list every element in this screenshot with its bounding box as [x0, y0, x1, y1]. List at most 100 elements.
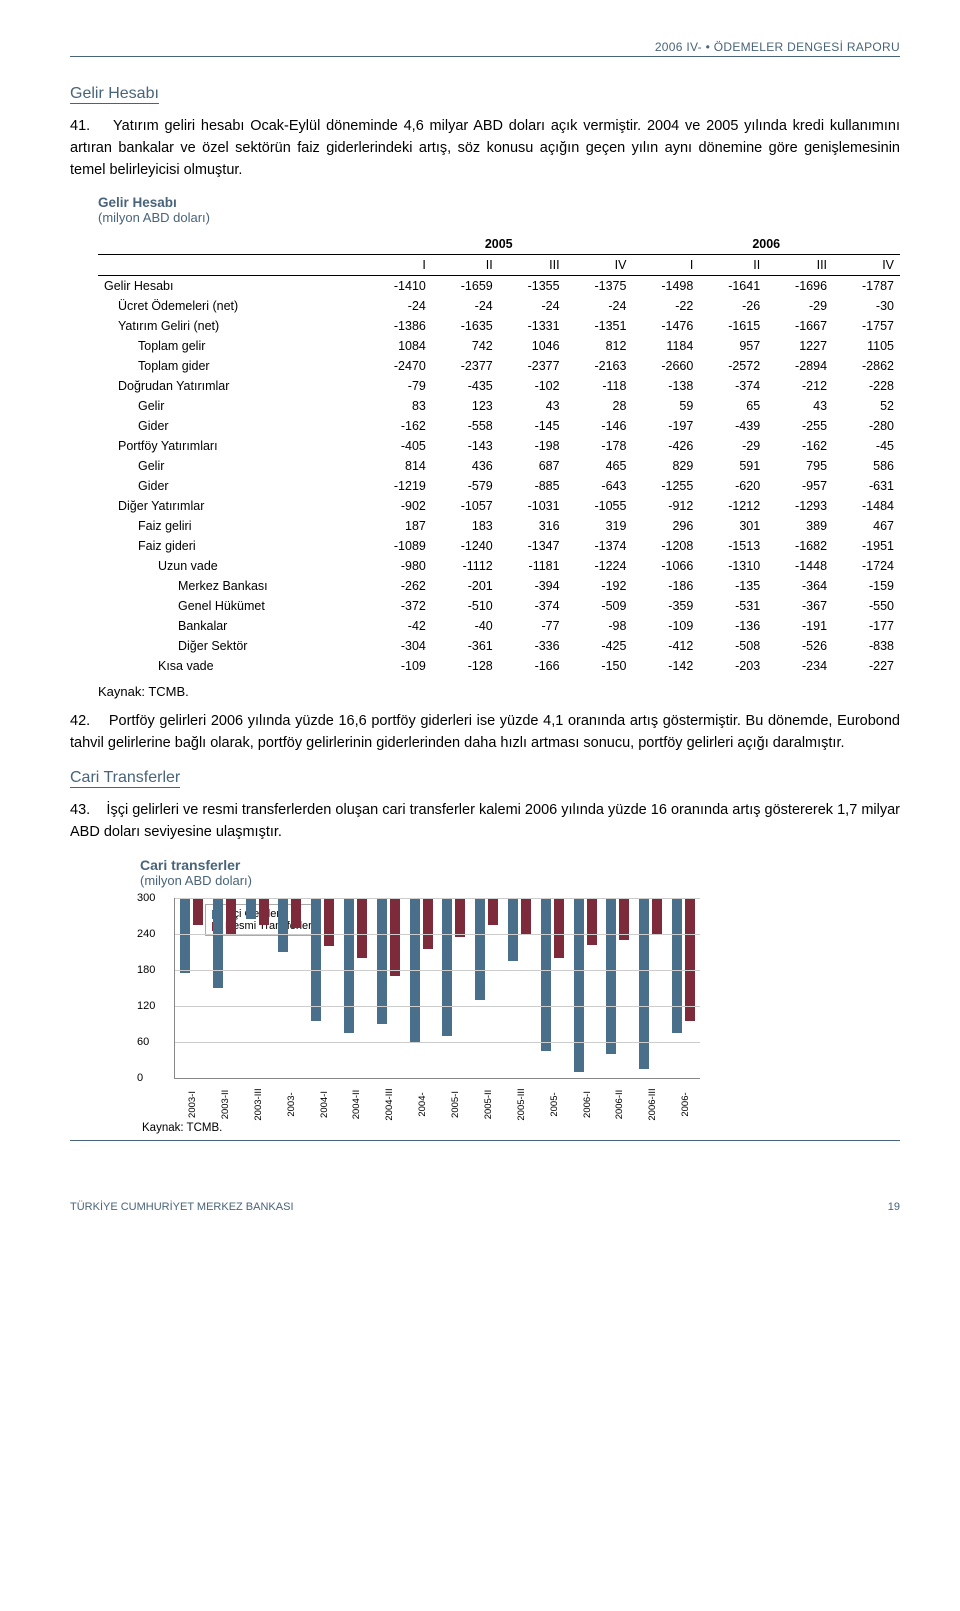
- bar-group: [602, 898, 635, 1078]
- header-rule: [70, 56, 900, 57]
- cell: -255: [766, 416, 833, 436]
- table-source: Kaynak: TCMB.: [98, 684, 900, 699]
- cell: -135: [699, 576, 766, 596]
- cell: -150: [566, 656, 633, 676]
- row-label: Toplam gider: [98, 356, 365, 376]
- bar-group: [208, 898, 241, 1078]
- cell: 296: [632, 516, 699, 536]
- bar-group: [667, 898, 700, 1078]
- cell: -192: [566, 576, 633, 596]
- table-row: Diğer Yatırımlar-902-1057-1031-1055-912-…: [98, 496, 900, 516]
- cell: 1184: [632, 336, 699, 356]
- cell: -203: [699, 656, 766, 676]
- cell: -838: [833, 636, 900, 656]
- table-row: Kısa vade-109-128-166-150-142-203-234-22…: [98, 656, 900, 676]
- cell: -1066: [632, 556, 699, 576]
- cell: -620: [699, 476, 766, 496]
- y-axis-label: 240: [137, 928, 155, 940]
- cell: -304: [365, 636, 432, 656]
- bar-group: [372, 898, 405, 1078]
- cell: -109: [632, 616, 699, 636]
- bar: [226, 898, 236, 934]
- cell: -2377: [432, 356, 499, 376]
- bar-group: [438, 898, 471, 1078]
- cell: -177: [833, 616, 900, 636]
- cell: -142: [632, 656, 699, 676]
- cell: -227: [833, 656, 900, 676]
- cell: -405: [365, 436, 432, 456]
- table-row: Toplam gider-2470-2377-2377-2163-2660-25…: [98, 356, 900, 376]
- cell: -1219: [365, 476, 432, 496]
- row-label: Bankalar: [98, 616, 365, 636]
- cell: -394: [499, 576, 566, 596]
- cell: 812: [566, 336, 633, 356]
- bar: [574, 898, 584, 1072]
- cell: 319: [566, 516, 633, 536]
- cell: -77: [499, 616, 566, 636]
- y-axis-label: 300: [137, 892, 155, 904]
- cell: 187: [365, 516, 432, 536]
- cell: -2572: [699, 356, 766, 376]
- row-label: Gelir: [98, 396, 365, 416]
- cell: -118: [566, 376, 633, 396]
- cell: 1084: [365, 336, 432, 356]
- x-axis-label: 2005-I: [446, 1088, 461, 1121]
- cell: -526: [766, 636, 833, 656]
- y-axis-label: 0: [137, 1072, 143, 1084]
- bar: [291, 898, 301, 928]
- bar: [193, 898, 203, 925]
- cell: -1347: [499, 536, 566, 556]
- para-42-text: Portföy gelirleri 2006 yılında yüzde 16,…: [70, 713, 900, 751]
- cell: 1227: [766, 336, 833, 356]
- bar: [259, 898, 269, 925]
- cell: -212: [766, 376, 833, 396]
- cell: -24: [365, 296, 432, 316]
- bar: [278, 898, 288, 952]
- cell: -1112: [432, 556, 499, 576]
- chart-title: Cari transferler: [140, 857, 700, 873]
- cell: -508: [699, 636, 766, 656]
- table-col-header: II: [699, 255, 766, 276]
- row-label: Gelir: [98, 456, 365, 476]
- row-label: Merkez Bankası: [98, 576, 365, 596]
- cell: -159: [833, 576, 900, 596]
- cell: -191: [766, 616, 833, 636]
- table-year-row: 2005 2006: [98, 233, 900, 255]
- bar: [652, 898, 662, 934]
- bar: [606, 898, 616, 1054]
- cell: 183: [432, 516, 499, 536]
- bar: [455, 898, 465, 937]
- cell: -186: [632, 576, 699, 596]
- row-label: Ücret Ödemeleri (net): [98, 296, 365, 316]
- para-41-text: Yatırım geliri hesabı Ocak-Eylül dönemin…: [70, 118, 900, 178]
- bar: [442, 898, 452, 1036]
- cell: -1224: [566, 556, 633, 576]
- cell: -228: [833, 376, 900, 396]
- paragraph-41: 41. Yatırım geliri hesabı Ocak-Eylül dön…: [70, 116, 900, 181]
- cell: -1031: [499, 496, 566, 516]
- cell: -24: [432, 296, 499, 316]
- bar: [672, 898, 682, 1033]
- x-axis-label: 2005-II: [479, 1088, 494, 1121]
- cell: -30: [833, 296, 900, 316]
- cell: -29: [699, 436, 766, 456]
- bar-group: [536, 898, 569, 1078]
- table-row: Gelir814436687465829591795586: [98, 456, 900, 476]
- bar: [521, 898, 531, 934]
- cell: -45: [833, 436, 900, 456]
- cell: -98: [566, 616, 633, 636]
- bar: [475, 898, 485, 1000]
- cell: 316: [499, 516, 566, 536]
- table-row: Gelir83123432859654352: [98, 396, 900, 416]
- table-row: Gider-1219-579-885-643-1255-620-957-631: [98, 476, 900, 496]
- bar-group: [306, 898, 339, 1078]
- cell: -1641: [699, 276, 766, 297]
- cell: -531: [699, 596, 766, 616]
- bar-group: [569, 898, 602, 1078]
- table-quarter-row: IIIIIIIVIIIIIIIV: [98, 255, 900, 276]
- section-title-2: Cari Transferler: [70, 769, 180, 788]
- cell: -631: [833, 476, 900, 496]
- row-label: Yatırım Geliri (net): [98, 316, 365, 336]
- table-row: Portföy Yatırımları-405-143-198-178-426-…: [98, 436, 900, 456]
- table-row: Merkez Bankası-262-201-394-192-186-135-3…: [98, 576, 900, 596]
